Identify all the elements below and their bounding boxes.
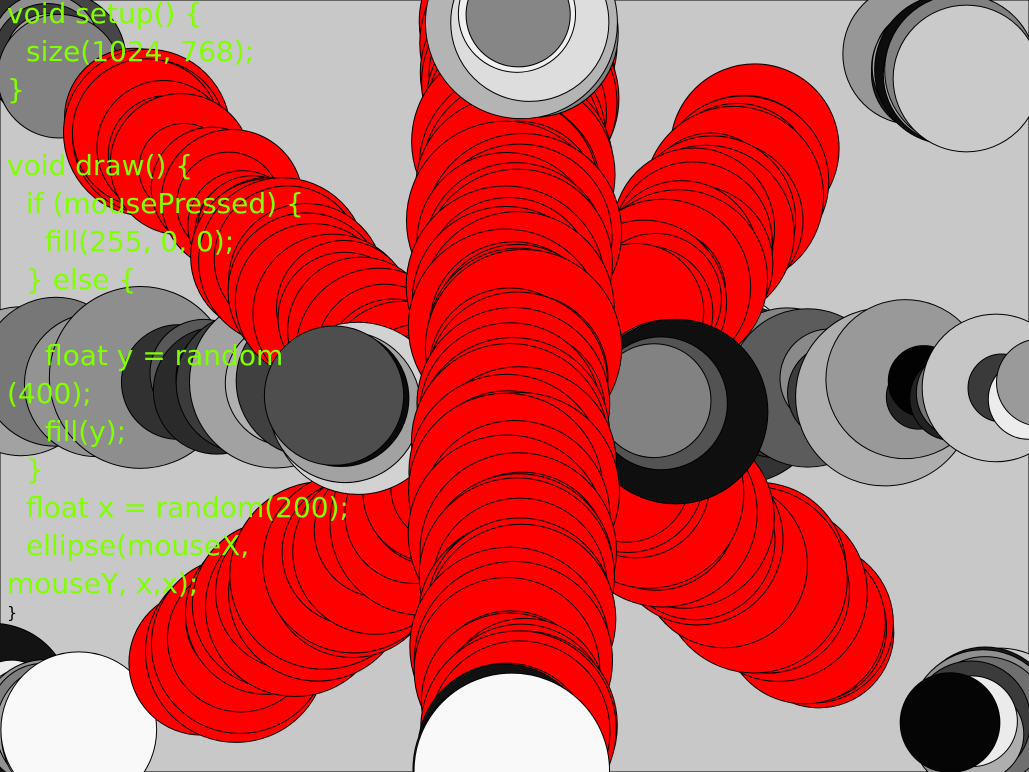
code-line: mouseY, x,x); [7,567,199,600]
code-line: float y = random [45,339,284,372]
ellipse [263,325,405,466]
code-line: void setup() { [7,0,203,30]
code-line: fill(255, 0, 0); [45,225,235,258]
code-line: size(1024, 768); [26,35,255,68]
code-line: if (mousePressed) { [26,187,304,220]
code-line: } [7,73,25,106]
ellipse [413,672,611,772]
code-line: } [7,603,18,622]
ellipse [465,0,571,68]
code-line: (400); [7,377,92,410]
code-line: ellipse(mouseX, [26,529,250,562]
code-line: } else { [26,263,137,296]
ellipse [899,672,1001,772]
code-line: float x = random(200); [26,491,349,524]
ellipse [996,339,1029,426]
code-line: fill(y); [45,415,127,448]
code-line: } [26,453,44,486]
ellipse [892,4,1029,153]
ellipse [0,651,158,772]
code-line: void draw() { [7,149,194,182]
